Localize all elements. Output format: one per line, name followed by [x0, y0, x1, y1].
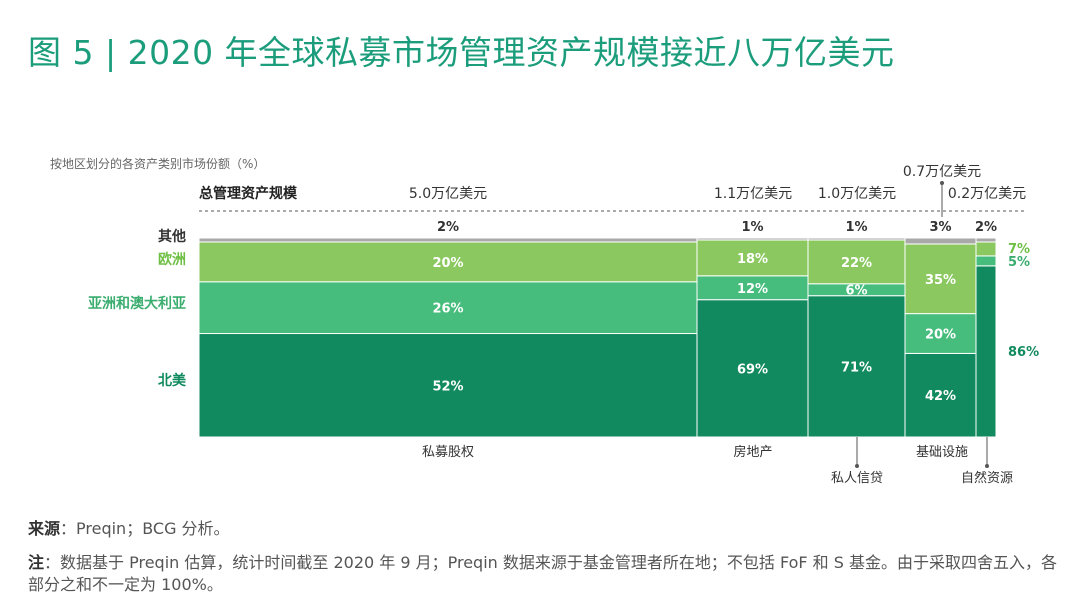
aum-label: 1.0万亿美元	[818, 186, 896, 202]
data-label: 18%	[737, 252, 768, 267]
bar-segment	[198, 241, 698, 283]
data-label: 26%	[432, 302, 463, 317]
chart-subtitle: 按地区划分的各资产类别市场份额（%）	[50, 156, 265, 171]
legend-entry: 其他	[158, 228, 186, 245]
data-label: 35%	[925, 273, 956, 288]
bar-segment	[696, 239, 809, 277]
category-leader-dot	[855, 464, 859, 468]
data-label: 3%	[929, 220, 951, 235]
bar-segment	[904, 243, 977, 315]
data-label: 20%	[925, 328, 956, 343]
data-label: 1%	[741, 220, 763, 235]
data-label: 69%	[737, 362, 768, 377]
aum-label: 1.1万亿美元	[714, 186, 792, 202]
bar-segment	[975, 255, 997, 267]
data-label: 52%	[432, 379, 463, 394]
data-label: 5%	[1008, 255, 1030, 270]
category-leader-dot	[985, 464, 989, 468]
data-label: 2%	[437, 220, 459, 235]
data-label: 2%	[975, 220, 997, 235]
data-label: 1%	[845, 220, 867, 235]
data-label: 71%	[841, 360, 872, 375]
bar-segment	[696, 237, 809, 241]
aum-leader-dot	[940, 181, 944, 185]
bar-segment	[198, 237, 698, 243]
bar-segment	[975, 237, 997, 243]
bar-segment	[807, 295, 906, 438]
legend-entry: 北美	[158, 372, 187, 389]
page-title: 图 5 | 2020 年全球私募市场管理资产规模接近八万亿美元	[28, 33, 895, 72]
category-label: 自然资源	[961, 470, 1013, 486]
data-label: 12%	[737, 282, 768, 297]
bar-segment	[975, 241, 997, 257]
data-label: 7%	[1008, 242, 1030, 257]
bar-segment	[904, 352, 977, 438]
bar-segment	[198, 281, 698, 335]
data-label: 22%	[841, 256, 872, 271]
data-label: 6%	[845, 284, 867, 299]
bar-segment	[904, 313, 977, 354]
category-label: 房地产	[733, 444, 772, 460]
footnote: 注：数据基于 Preqin 估算，统计时间截至 2020 年 9 月；Preqi…	[28, 553, 1058, 594]
legend-entry: 欧洲	[158, 251, 186, 268]
total-aum-label: 总管理资产规模	[199, 185, 298, 202]
data-label: 42%	[925, 389, 956, 404]
bar-segment	[807, 237, 906, 241]
data-label: 86%	[1008, 345, 1039, 360]
bar-segment	[696, 299, 809, 438]
bar-segment	[975, 265, 997, 438]
category-label: 私人信贷	[831, 471, 883, 486]
aum-label: 0.2万亿美元	[948, 186, 1026, 202]
data-label: 20%	[432, 256, 463, 271]
legend-entry: 亚洲和澳大利亚	[88, 295, 186, 312]
source-note: 来源：Preqin；BCG 分析。	[28, 519, 230, 538]
category-label: 私募股权	[422, 444, 474, 460]
bar-segment	[904, 237, 977, 245]
category-label: 基础设施	[916, 445, 968, 460]
aum-label: 0.7万亿美元	[903, 164, 981, 180]
aum-label: 5.0万亿美元	[409, 186, 487, 202]
